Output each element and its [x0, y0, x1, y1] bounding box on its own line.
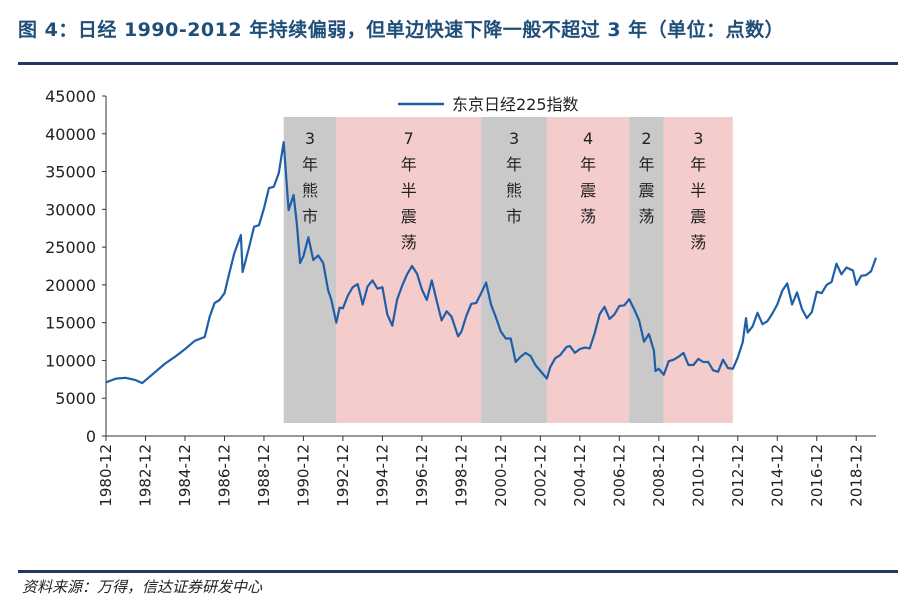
x-tick-label: 1988-12 — [255, 444, 273, 507]
series-line-nikkei225 — [105, 141, 878, 385]
figure-title: 图 4：日经 1990-2012 年持续偏弱，但单边快速下降一般不超过 3 年（… — [18, 19, 785, 41]
x-tick-label: 1990-12 — [294, 444, 312, 507]
title-underline — [18, 62, 898, 65]
band-label-char: 熊 — [302, 181, 318, 200]
x-tick-label: 2016-12 — [808, 444, 826, 507]
legend: 东京日经225指数 — [398, 95, 579, 114]
x-tick-label: 1998-12 — [452, 444, 470, 507]
band-label-char: 年 — [302, 155, 318, 174]
x-tick-label: 2010-12 — [689, 444, 707, 507]
x-tick-label: 2004-12 — [571, 444, 589, 507]
band-label-char: 年 — [638, 155, 654, 174]
band-label-char: 4 — [583, 129, 593, 148]
band-label-char: 半 — [690, 181, 706, 200]
x-tick-label: 1982-12 — [136, 444, 154, 507]
line-layer — [105, 141, 878, 385]
source-divider — [18, 570, 898, 573]
band-bear-4 — [629, 117, 664, 423]
band-label-char: 3 — [305, 129, 315, 148]
x-tick-label: 1986-12 — [215, 444, 233, 507]
band-label-char: 荡 — [401, 233, 417, 252]
band-label-char: 荡 — [638, 207, 654, 226]
x-tick-label: 1994-12 — [373, 444, 391, 507]
band-label-char: 年 — [690, 155, 706, 174]
x-tick-label: 2008-12 — [650, 444, 668, 507]
x-tick-label: 2006-12 — [610, 444, 628, 507]
band-label-char: 市 — [506, 207, 522, 226]
band-label-char: 震 — [690, 207, 706, 226]
x-tick-label: 1980-12 — [97, 444, 115, 507]
band-range-5 — [663, 117, 733, 423]
y-tick-label: 25000 — [45, 238, 96, 257]
band-label-char: 年 — [580, 155, 596, 174]
y-tick-label: 35000 — [45, 163, 96, 182]
band-range-3 — [546, 117, 630, 423]
band-label-char: 7 — [404, 129, 414, 148]
y-tick-label: 40000 — [45, 125, 96, 144]
x-tick-label: 2000-12 — [492, 444, 510, 507]
band-bear-2 — [481, 117, 547, 423]
band-label-char: 半 — [401, 181, 417, 200]
band-label-char: 荡 — [580, 207, 596, 226]
x-tick-label: 2014-12 — [768, 444, 786, 507]
band-label-char: 震 — [401, 207, 417, 226]
legend-label: 东京日经225指数 — [452, 95, 579, 114]
band-label-char: 3 — [693, 129, 703, 148]
x-tick-label: 2012-12 — [729, 444, 747, 507]
axes-layer: 0 5000 10000 15000 20000 25000 30000 35000 40000… — [45, 87, 876, 507]
band-label-char: 震 — [638, 181, 654, 200]
band-label-char: 年 — [401, 155, 417, 174]
band-label-char: 年 — [506, 155, 522, 174]
band-label-char: 3 — [509, 129, 519, 148]
y-tick-label: 0 — [86, 427, 96, 446]
band-bear-0 — [283, 117, 337, 423]
y-tick-label: 10000 — [45, 351, 96, 370]
y-tick-label: 20000 — [45, 276, 96, 295]
band-label-char: 震 — [580, 181, 596, 200]
band-label-char: 2 — [641, 129, 651, 148]
source-note: 资料来源：万得，信达证券研发中心 — [22, 578, 263, 596]
y-tick-label: 45000 — [45, 87, 96, 106]
y-tick-label: 5000 — [55, 389, 96, 408]
band-label-char: 荡 — [690, 233, 706, 252]
x-tick-label: 2018-12 — [847, 444, 865, 507]
band-label-char: 市 — [302, 207, 318, 226]
y-tick-label: 15000 — [45, 314, 96, 333]
band-label-char: 熊 — [506, 181, 522, 200]
x-tick-label: 1984-12 — [176, 444, 194, 507]
x-tick-label: 1992-12 — [334, 444, 352, 507]
y-tick-label: 30000 — [45, 200, 96, 219]
x-tick-label: 2002-12 — [531, 444, 549, 507]
x-tick-label: 1996-12 — [413, 444, 431, 507]
